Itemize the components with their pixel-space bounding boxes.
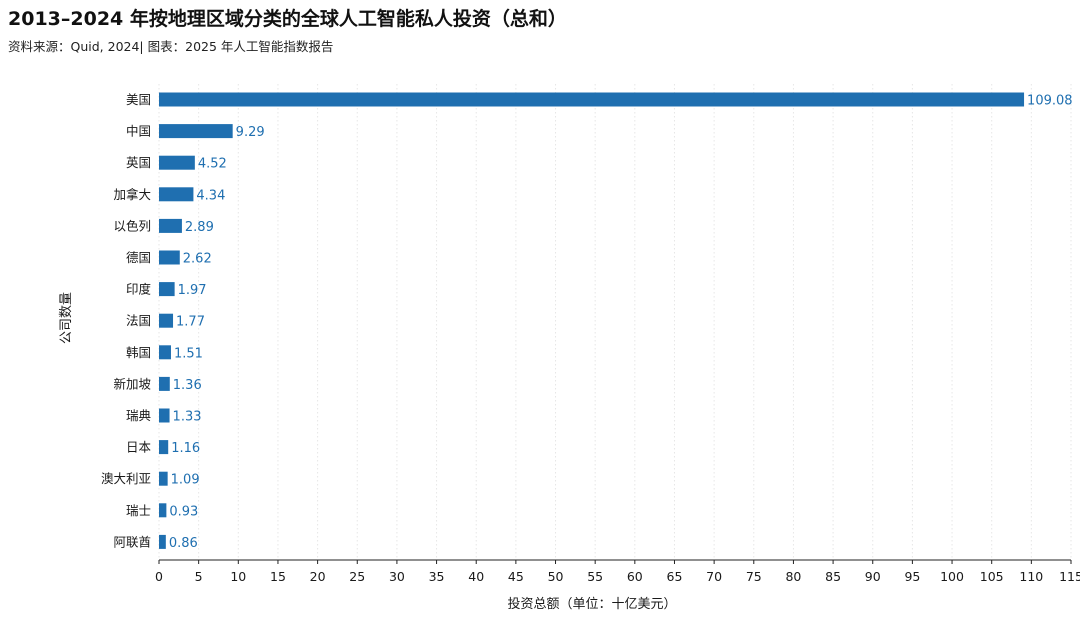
x-tick-label: 55 [587, 569, 603, 584]
bar [159, 282, 175, 297]
x-tick-label: 100 [940, 569, 964, 584]
value-label: 0.93 [169, 504, 198, 519]
y-tick-label: 印度 [126, 282, 152, 297]
x-axis-title: 投资总额（单位：十亿美元） [507, 596, 676, 612]
value-label: 9.29 [236, 125, 265, 140]
bar [159, 218, 182, 233]
x-tick-label: 0 [155, 569, 163, 584]
x-tick-label: 115 [1059, 569, 1080, 584]
bar [159, 187, 194, 202]
y-tick-label: 韩国 [126, 345, 151, 360]
x-tick-label: 50 [548, 569, 564, 584]
x-tick-label: 70 [706, 569, 722, 584]
x-tick-label: 30 [389, 569, 405, 584]
y-tick-label: 瑞士 [126, 503, 151, 518]
x-tick-label: 85 [825, 569, 841, 584]
x-tick-label: 80 [785, 569, 801, 584]
value-label: 2.89 [185, 220, 214, 235]
value-label: 2.62 [183, 252, 212, 267]
chart-source: 资料来源：Quid, 2024| 图表：2025 年人工智能指数报告 [8, 39, 334, 54]
x-tick-label: 105 [980, 569, 1004, 584]
value-label: 1.16 [171, 441, 200, 456]
value-label: 109.08 [1027, 94, 1073, 109]
value-label: 4.52 [198, 157, 227, 172]
x-tick-label: 60 [627, 569, 643, 584]
bar [159, 313, 174, 328]
bar [159, 155, 195, 170]
y-tick-label: 美国 [126, 92, 151, 107]
bar [159, 345, 171, 360]
bar [159, 503, 167, 518]
bar [159, 534, 166, 549]
x-tick-label: 15 [270, 569, 286, 584]
value-label: 1.77 [176, 315, 205, 330]
x-tick-label: 95 [904, 569, 920, 584]
y-tick-label: 英国 [126, 155, 151, 170]
value-label: 4.34 [196, 188, 225, 203]
x-tick-label: 45 [508, 569, 524, 584]
x-tick-label: 5 [195, 569, 203, 584]
y-axis-title: 公司数量 [59, 292, 74, 344]
x-tick-label: 65 [667, 569, 683, 584]
y-tick-label: 法国 [126, 313, 151, 328]
value-label: 1.97 [178, 283, 207, 298]
bar [159, 92, 1025, 107]
value-label: 1.33 [173, 410, 202, 425]
x-tick-label: 10 [230, 569, 246, 584]
y-tick-label: 瑞典 [126, 408, 151, 423]
x-tick-label: 20 [310, 569, 326, 584]
y-tick-label: 中国 [126, 124, 151, 139]
value-label: 1.09 [171, 473, 200, 488]
y-tick-label: 加拿大 [113, 187, 151, 202]
y-tick-label: 以色列 [113, 218, 151, 233]
value-label: 0.86 [169, 536, 198, 551]
grid-lines [158, 84, 1072, 560]
x-tick-label: 25 [349, 569, 365, 584]
bar [159, 408, 170, 423]
y-tick-label: 德国 [126, 250, 151, 265]
x-tick-labels: 0 5 10 15 20 25 30 35 40 45 50 55 60 65 70 75 80 85 90 95 10… [155, 560, 1080, 584]
x-tick-label: 35 [429, 569, 445, 584]
y-tick-label: 澳大利亚 [101, 471, 151, 486]
y-tick-label: 阿联酋 [113, 534, 151, 549]
bar [159, 376, 170, 391]
chart-title: 2013–2024 年按地理区域分类的全球人工智能私人投资（总和） [8, 8, 567, 30]
x-tick-label: 40 [468, 569, 484, 584]
x-tick-label: 75 [746, 569, 762, 584]
bar [159, 440, 169, 455]
y-tick-label: 日本 [126, 440, 152, 455]
x-tick-label: 90 [865, 569, 881, 584]
bar [159, 124, 233, 139]
y-tick-label: 新加坡 [113, 376, 151, 391]
bar [159, 250, 180, 265]
value-label: 1.36 [173, 378, 202, 393]
bars [159, 92, 1025, 549]
bar [159, 471, 168, 486]
x-tick-label: 110 [1019, 569, 1043, 584]
value-label: 1.51 [174, 346, 203, 361]
value-labels: 109.08 9.29 4.52 4.34 2.89 2.62 1.97 1.77 1.51 1.… [169, 94, 1073, 551]
